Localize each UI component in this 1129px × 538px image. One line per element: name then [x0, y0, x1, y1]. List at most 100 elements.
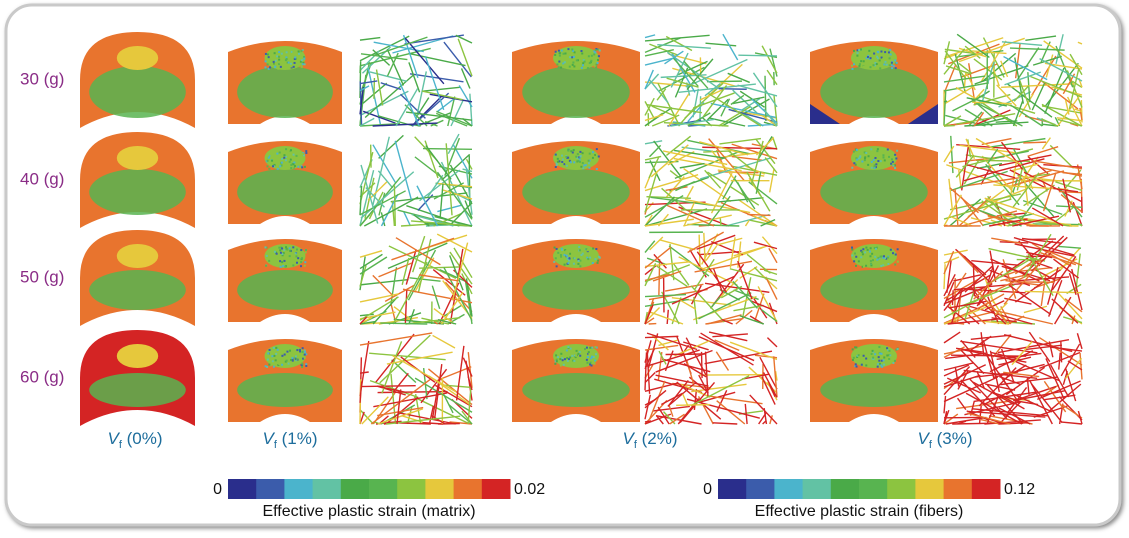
- texture: [290, 167, 292, 169]
- texture: [851, 254, 853, 256]
- colorbar-segment: [944, 479, 973, 499]
- texture: [589, 260, 591, 262]
- texture: [284, 266, 286, 268]
- texture: [564, 264, 566, 266]
- texture: [865, 247, 867, 249]
- texture: [296, 160, 298, 162]
- texture: [885, 164, 887, 166]
- fiber: [719, 89, 747, 90]
- texture: [290, 65, 292, 67]
- texture: [589, 153, 591, 155]
- row-label: 40 (g): [20, 169, 64, 188]
- texture: [857, 52, 859, 54]
- texture: [268, 168, 270, 170]
- texture: [283, 154, 285, 156]
- texture: [300, 249, 302, 251]
- texture: [267, 53, 269, 55]
- texture: [599, 50, 601, 52]
- texture: [867, 249, 869, 251]
- texture: [281, 53, 283, 55]
- texture: [298, 154, 300, 156]
- texture: [563, 53, 565, 55]
- texture: [888, 51, 890, 53]
- strain-zone: [89, 169, 186, 215]
- texture: [595, 258, 597, 260]
- texture: [572, 61, 574, 63]
- texture: [304, 357, 306, 359]
- texture: [273, 366, 275, 368]
- texture: [863, 266, 865, 268]
- texture: [579, 249, 581, 251]
- texture: [865, 358, 867, 360]
- texture: [883, 148, 885, 150]
- texture: [581, 257, 583, 259]
- texture: [873, 64, 875, 66]
- texture: [285, 48, 287, 50]
- texture: [851, 65, 853, 67]
- texture: [884, 159, 886, 161]
- texture: [266, 354, 268, 356]
- texture: [592, 248, 594, 250]
- colorbar-segment: [831, 479, 860, 499]
- texture: [580, 166, 582, 168]
- texture: [852, 348, 854, 350]
- texture: [299, 350, 301, 352]
- texture: [566, 165, 568, 167]
- texture: [581, 52, 583, 54]
- texture: [588, 351, 590, 353]
- texture: [573, 360, 575, 362]
- texture: [891, 62, 893, 64]
- texture: [285, 148, 287, 150]
- strain-zone: [89, 66, 186, 118]
- colorbar-segment: [313, 479, 342, 499]
- texture: [561, 262, 563, 264]
- texture: [894, 154, 896, 156]
- texture: [292, 246, 294, 248]
- texture: [555, 166, 557, 168]
- texture: [592, 155, 594, 157]
- texture: [893, 65, 895, 67]
- texture: [297, 166, 299, 168]
- core-zone: [117, 344, 158, 368]
- texture: [579, 260, 581, 262]
- texture: [556, 360, 558, 362]
- texture: [265, 265, 267, 267]
- texture: [593, 356, 595, 358]
- column-label: Vf (3%): [917, 429, 972, 450]
- texture: [268, 364, 270, 366]
- texture: [862, 360, 864, 362]
- row-label: 30 (g): [20, 69, 64, 88]
- texture: [869, 251, 871, 253]
- texture: [285, 59, 287, 61]
- texture: [567, 360, 569, 362]
- texture: [589, 62, 591, 64]
- texture: [594, 65, 596, 67]
- texture: [567, 157, 569, 159]
- texture: [870, 57, 872, 59]
- texture: [886, 354, 888, 356]
- texture: [593, 363, 595, 365]
- texture: [277, 349, 279, 351]
- texture: [862, 253, 864, 255]
- texture: [278, 51, 280, 53]
- texture: [285, 159, 287, 161]
- texture: [556, 265, 558, 267]
- texture: [864, 159, 866, 161]
- texture: [265, 60, 267, 62]
- texture: [300, 265, 302, 267]
- texture: [569, 253, 571, 255]
- texture: [880, 265, 882, 267]
- texture: [267, 352, 269, 354]
- texture: [273, 61, 275, 63]
- texture: [567, 257, 569, 259]
- colorbar-segment: [454, 479, 483, 499]
- texture: [270, 156, 272, 158]
- texture: [892, 165, 894, 167]
- colorbar-segment: [482, 479, 511, 499]
- texture: [892, 362, 894, 364]
- texture: [305, 150, 307, 152]
- texture: [886, 347, 888, 349]
- texture: [560, 353, 562, 355]
- texture: [867, 56, 869, 58]
- texture: [289, 247, 291, 249]
